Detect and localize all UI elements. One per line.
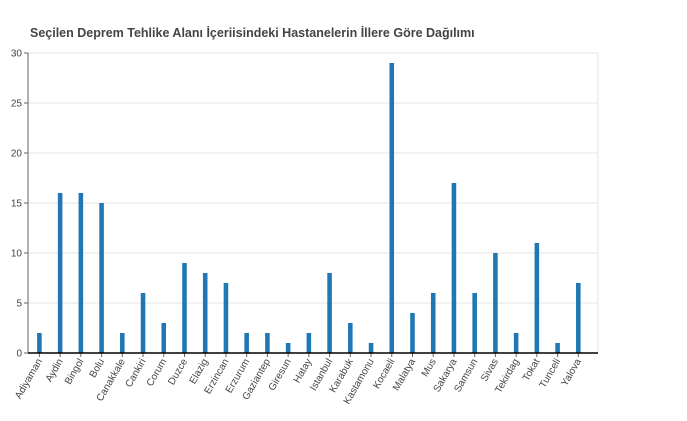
bar	[202, 273, 208, 353]
y-tick-label: 15	[11, 199, 23, 210]
y-tick-label: 20	[11, 149, 23, 160]
bar	[368, 343, 374, 353]
x-tick-label: Corum	[145, 357, 170, 388]
bar	[513, 333, 519, 353]
x-tick-label: Mus	[420, 357, 439, 379]
bar	[182, 263, 187, 353]
y-tick-label: 10	[11, 249, 23, 260]
bar	[555, 343, 560, 353]
x-tick-label: Tokat	[521, 357, 543, 383]
bar	[140, 293, 146, 353]
bar	[161, 323, 167, 353]
bar	[389, 63, 395, 353]
bar	[576, 283, 581, 353]
x-tick-label: Cankiri	[124, 357, 149, 389]
bar	[285, 343, 291, 353]
bar	[265, 333, 270, 353]
bar	[493, 253, 498, 353]
bar	[451, 183, 457, 353]
x-tick-label: Sivas	[479, 357, 501, 384]
bar	[534, 243, 540, 353]
bar	[120, 333, 125, 353]
bar	[223, 283, 229, 353]
y-tick-label: 25	[11, 99, 23, 110]
x-tick-label: Duzce	[166, 357, 190, 387]
y-tick-label: 30	[11, 49, 23, 60]
bar	[37, 333, 42, 353]
bar	[306, 333, 312, 353]
bar	[327, 273, 332, 353]
x-tick-label: Aydin	[44, 357, 66, 384]
bar	[57, 193, 63, 353]
bar	[410, 313, 415, 353]
x-tick-label: Adiyaman	[13, 357, 45, 401]
bar	[348, 323, 353, 353]
bar	[99, 203, 104, 353]
bar	[244, 333, 249, 353]
y-tick-label: 5	[16, 299, 22, 310]
x-tick-label: Bolu	[88, 357, 108, 380]
bar	[78, 193, 84, 353]
x-tick-label: Yalova	[559, 357, 584, 389]
chart-title: Seçilen Deprem Tehlike Alanı İçeriisinde…	[30, 26, 475, 40]
bar	[430, 293, 436, 353]
bar	[472, 293, 477, 353]
x-tick-label: Bingol	[63, 357, 86, 387]
y-tick-label: 0	[16, 349, 22, 360]
